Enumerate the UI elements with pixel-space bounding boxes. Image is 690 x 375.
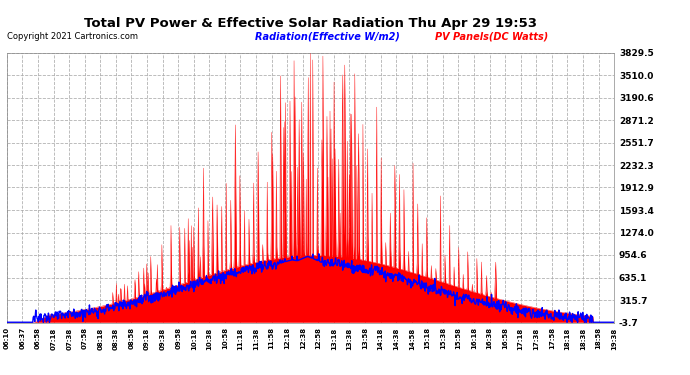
Text: PV Panels(DC Watts): PV Panels(DC Watts) xyxy=(435,32,548,42)
Text: Total PV Power & Effective Solar Radiation Thu Apr 29 19:53: Total PV Power & Effective Solar Radiati… xyxy=(84,17,537,30)
Text: Radiation(Effective W/m2): Radiation(Effective W/m2) xyxy=(255,32,400,42)
Text: Copyright 2021 Cartronics.com: Copyright 2021 Cartronics.com xyxy=(7,32,138,41)
